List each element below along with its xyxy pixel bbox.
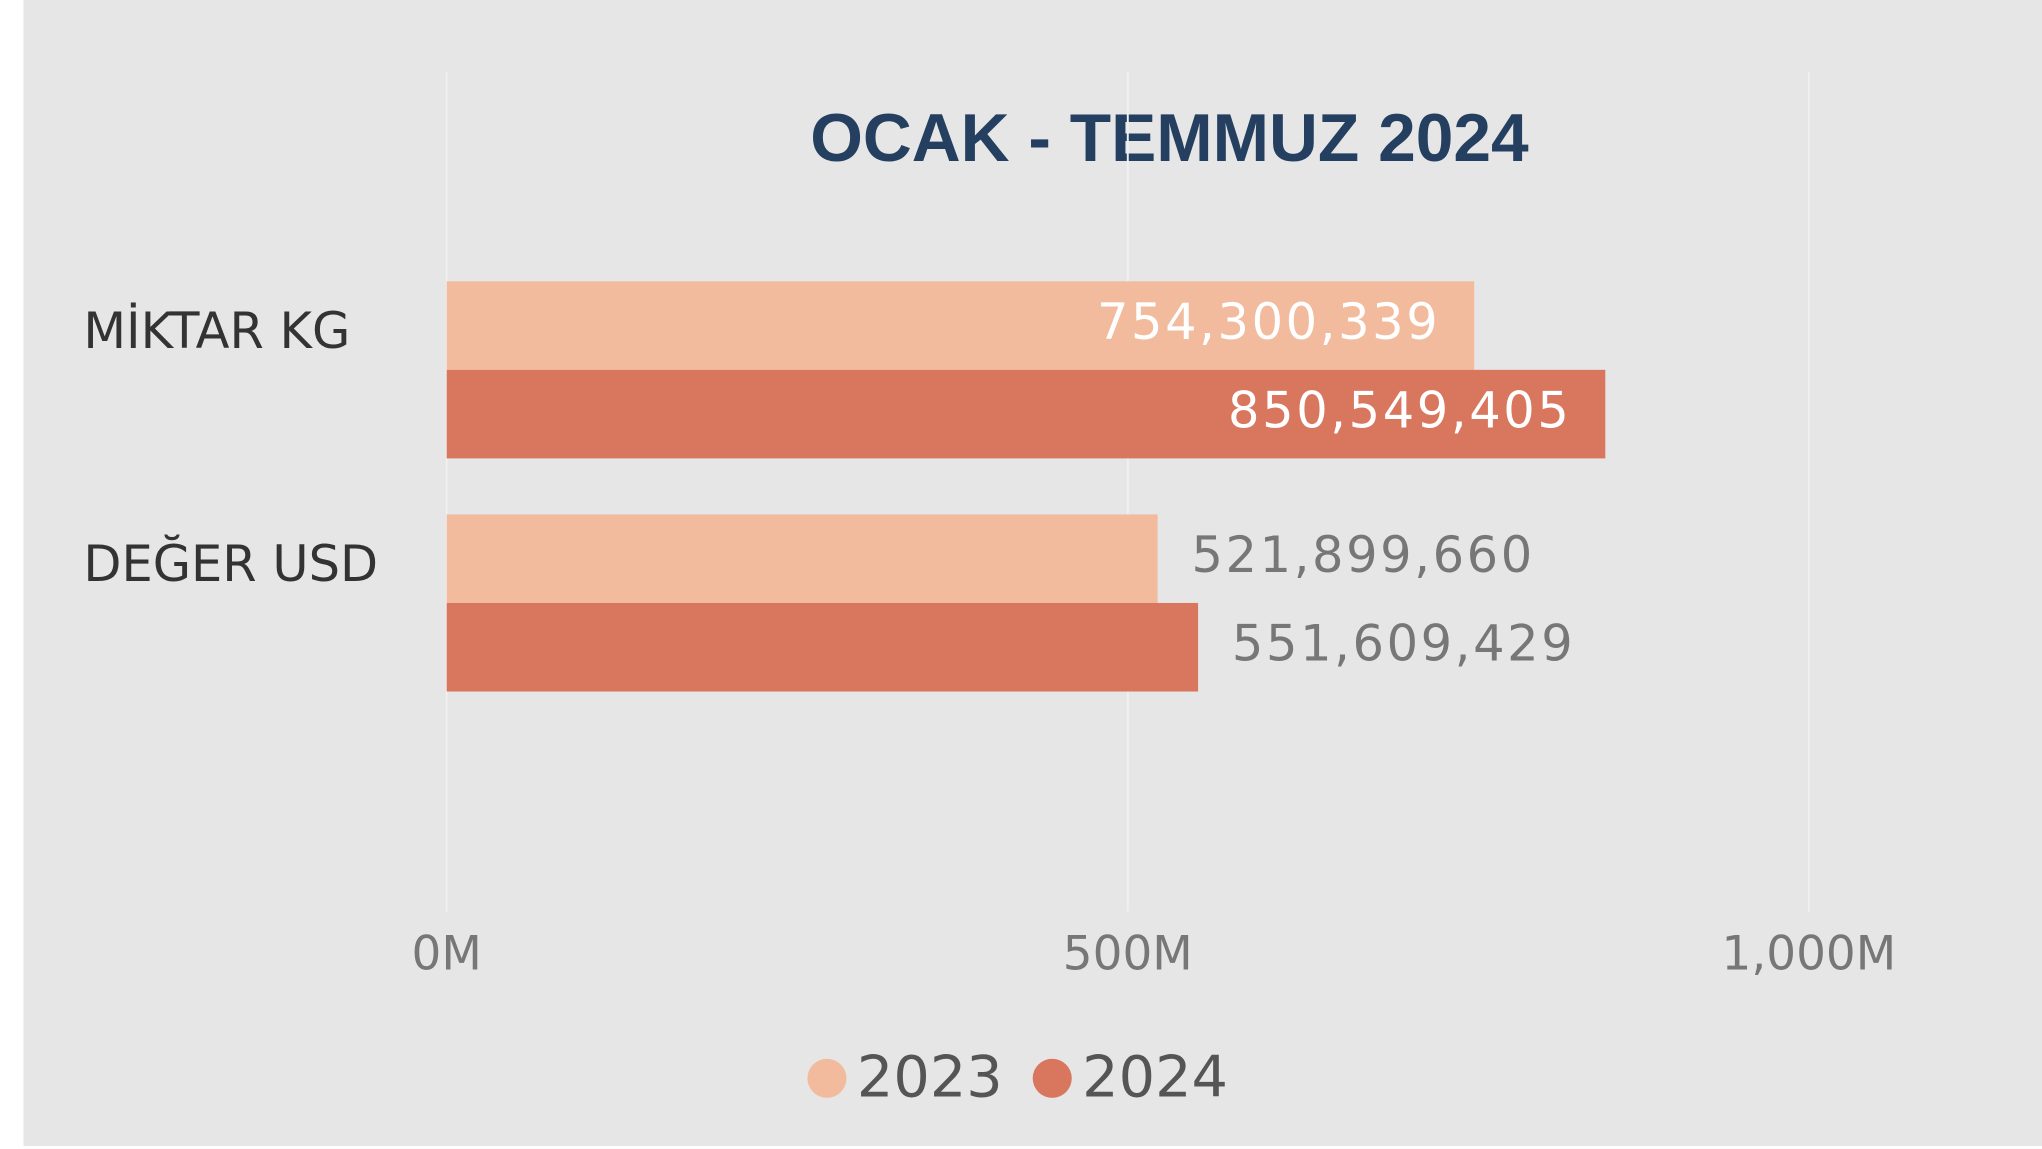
legend-label: 2023 [857, 1044, 1003, 1111]
data-label: 850,549,405 [1228, 382, 1571, 440]
y-tick-label: MİKTAR KG [83, 302, 350, 360]
x-tick-label: 0M [412, 927, 482, 982]
legend-marker [1032, 1058, 1072, 1098]
bar [446, 602, 1199, 692]
legend-label: 2024 [1082, 1044, 1228, 1111]
bar [446, 514, 1158, 603]
x-tick-label: 500M [1063, 927, 1193, 982]
x-tick-label: 1,000M [1722, 927, 1897, 982]
data-label: 521,899,660 [1191, 526, 1534, 584]
legend-marker [807, 1058, 847, 1098]
bar [446, 369, 1606, 459]
data-label: 754,300,339 [1097, 293, 1440, 351]
y-tick-label: DEĞER USD [83, 534, 378, 593]
chart-title: OCAK - TEMMUZ 2024 [810, 101, 1529, 176]
data-label: 551,609,429 [1232, 615, 1575, 673]
bar [446, 281, 1475, 370]
